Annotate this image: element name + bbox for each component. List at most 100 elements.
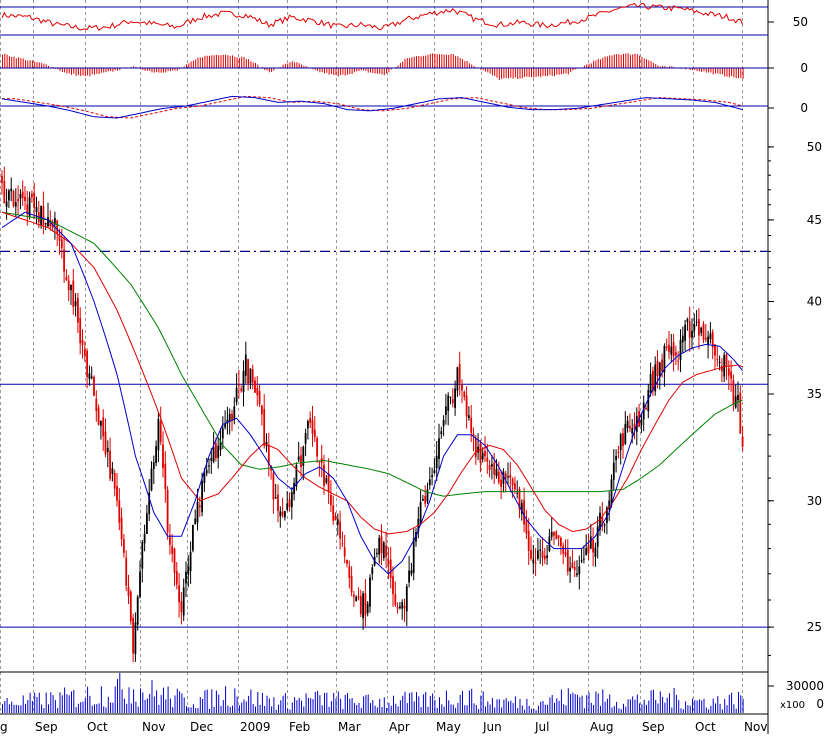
volume-bar [292,702,293,713]
volume-bar [533,709,534,713]
candle-up [468,415,470,418]
candle-up [420,502,422,524]
candle-up [383,543,385,559]
macd-hist-bar [214,55,215,68]
volume-multiplier-label: x100 [780,700,805,711]
volume-bar [112,703,113,713]
macd-hist-bar [556,68,557,75]
macd-hist-bar [287,64,288,68]
volume-bar [584,708,585,713]
volume-bar [669,693,670,713]
month-label: Sep [642,720,665,734]
volume-bar [515,696,516,713]
candle-down [705,338,707,340]
macd-hist-bar [497,68,498,78]
volume-bar [674,688,675,713]
macd-line-panel [0,96,768,118]
macd-hist-bar [232,55,233,68]
candle-down [475,438,477,457]
macd-hist-bar [563,68,564,74]
candle-up [325,478,327,482]
candle-up [89,374,91,379]
candle-down [397,607,399,609]
macd-hist-bar [161,68,162,73]
macd-hist-bar [347,68,348,75]
volume-bar [244,700,245,714]
volume-bar [414,702,415,714]
month-label: Nov [744,720,767,734]
candle-down [72,281,74,307]
volume-bar [96,704,97,713]
candle-down [742,437,744,447]
macd-hist-bar [699,68,700,71]
volume-bar [455,708,456,713]
candle-down [360,596,362,614]
candle-down [102,418,104,437]
price-tick-label: 30 [807,494,822,508]
volume-bar [106,707,107,713]
candle-up [355,597,357,601]
volume-bar [195,708,196,713]
candle-down [162,445,164,469]
macd-hist-bar [253,63,254,68]
macd-hist-bar [630,55,631,68]
macd-hist-bar [377,68,378,74]
moving-averages [2,212,743,574]
macd-hist-bar [740,68,741,78]
macd-hist-bar [471,65,472,69]
candle-down [323,465,325,486]
macd-hist-bar [540,68,541,77]
candle-up [245,355,247,376]
candle-up [151,469,153,491]
volume-bar [720,704,721,713]
macd-hist-bar [708,68,709,72]
macd-hist-bar [154,68,155,73]
volume-bar [20,705,21,713]
macd-hist-bar [543,68,544,76]
volume-bar [434,700,435,713]
volume-bar [322,705,323,713]
volume-bar [248,696,249,713]
candle-down [668,345,670,353]
candle-down [56,220,58,233]
macd-hist-bar [46,64,47,68]
candle-up [597,526,599,547]
macd-hist-bar [503,68,504,78]
volume-bar [439,697,440,713]
candle-up [595,548,597,557]
candle-up [206,470,208,473]
macd-hist-bar [533,68,534,78]
volume-bar [18,705,19,713]
candle-down [463,392,465,397]
volume-bar [503,700,504,713]
volume-bar [147,699,148,714]
macd-hist-bar [653,63,654,68]
candle-up [284,511,286,517]
candle-up [8,191,10,201]
volume-bar [283,696,284,713]
candle-up [185,572,187,584]
macd-hist-bar [409,58,410,68]
candle-up [291,492,293,507]
candle-down [13,191,15,206]
macd-hist-bar [92,68,93,74]
volume-bar [193,704,194,713]
macd-hist-bar [434,54,435,68]
volume-bar [549,698,550,714]
candle-up [298,457,300,461]
macd-hist-bar [538,68,539,76]
volume-bar [531,709,532,713]
candle-up [624,424,626,444]
volume-bar [690,706,691,713]
macd-hist-bar [457,56,458,68]
macd-hist-bar [444,55,445,68]
macd-hist-bar [269,68,270,72]
volume-bar [446,691,447,713]
candle-up [197,502,199,522]
candle-up [691,331,693,338]
volume-bar [177,689,178,713]
macd-hist-bar [372,68,373,73]
candle-down [335,516,337,520]
candle-down [365,593,367,615]
